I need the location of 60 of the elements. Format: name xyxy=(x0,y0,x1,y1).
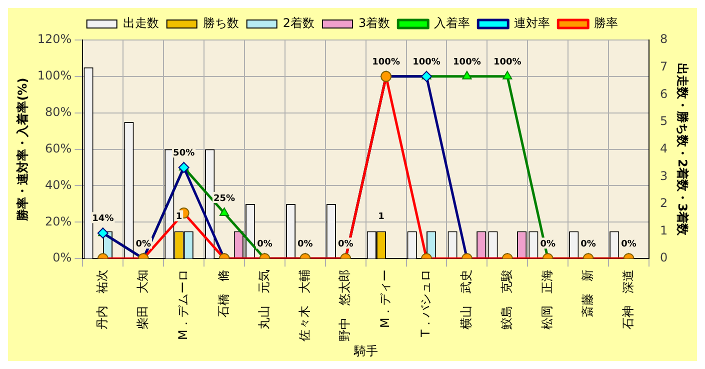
x-tick-label: 野中 悠太郎 xyxy=(338,270,352,342)
legend-label: 2着数 xyxy=(282,16,315,30)
x-tick-label: M．デムーロ xyxy=(176,270,190,340)
y-tick-label: 60% xyxy=(45,141,72,156)
x-axis-title: 騎手 xyxy=(352,344,378,358)
y2-tick-label: 1 xyxy=(660,223,668,238)
y-tick-label: 20% xyxy=(45,214,72,228)
y-tick-label: 40% xyxy=(45,178,72,192)
legend-label: 3着数 xyxy=(358,16,390,30)
legend-label: 入着率 xyxy=(434,16,470,30)
y2-tick-label: 8 xyxy=(660,32,668,46)
y2-axis-title: 出走数・勝ち数・2着数・3着数 xyxy=(676,62,690,237)
point xyxy=(462,70,472,80)
data-label: 50% xyxy=(173,148,195,158)
y2-tick-label: 4 xyxy=(660,141,668,156)
legend-label: 勝ち数 xyxy=(202,16,239,30)
x-tick-label: 佐々木 大輔 xyxy=(297,270,312,342)
y2-tick-label: 3 xyxy=(660,168,668,183)
data-label: 100% xyxy=(493,57,522,68)
data-label: 1 xyxy=(378,212,384,222)
data-label: 100% xyxy=(372,57,400,68)
data-label: 25% xyxy=(214,194,236,204)
legend-label: 出走数 xyxy=(122,16,159,30)
x-tick-label: 丹内 祐次 xyxy=(95,270,110,330)
data-label: 100% xyxy=(453,57,481,68)
y-tick-label: 100% xyxy=(37,68,72,83)
point xyxy=(219,208,230,216)
y2-tick-label: 5 xyxy=(660,114,668,128)
y-tick-label: 120% xyxy=(37,32,72,46)
y-axis-title: 勝率・連対率・入着率(%) xyxy=(15,78,30,222)
x-tick-label: 斎藤 新 xyxy=(580,270,594,318)
legend-label: 勝率 xyxy=(594,16,618,30)
data-label: 14% xyxy=(92,214,114,224)
x-tick-label: 丸山 元気 xyxy=(256,270,271,330)
x-tick-label: T．バシュロ xyxy=(418,270,433,338)
data-label: 1 xyxy=(176,212,182,222)
data-label: 0% xyxy=(257,239,272,250)
point xyxy=(421,70,432,82)
data-label: 0% xyxy=(136,239,152,250)
y-tick-label: 0% xyxy=(52,250,72,265)
x-tick-label: M．ディー xyxy=(378,270,392,328)
x-tick-label: 横山 武史 xyxy=(459,270,474,330)
data-label: 0% xyxy=(621,239,636,250)
y2-tick-label: 0 xyxy=(660,250,668,265)
y2-tick-label: 7 xyxy=(660,59,668,74)
legend-label: 連対率 xyxy=(514,16,550,30)
x-tick-label: 鮫島 克駿 xyxy=(500,270,514,330)
data-label: 0% xyxy=(540,239,556,250)
x-tick-label: 松岡 正海 xyxy=(540,270,554,330)
x-tick-label: 石神 深道 xyxy=(620,270,635,330)
y2-tick-label: 6 xyxy=(660,86,668,101)
data-label: 0% xyxy=(580,239,596,250)
y2-tick-label: 2 xyxy=(660,196,668,210)
y-tick-label: 80% xyxy=(45,104,72,119)
x-tick-label: 柴田 大知 xyxy=(136,270,150,330)
x-tick-label: 石橋 脩 xyxy=(216,270,230,318)
data-label: 100% xyxy=(412,57,440,68)
point xyxy=(502,70,512,80)
data-label: 0% xyxy=(338,239,354,250)
data-label: 0% xyxy=(298,239,313,250)
